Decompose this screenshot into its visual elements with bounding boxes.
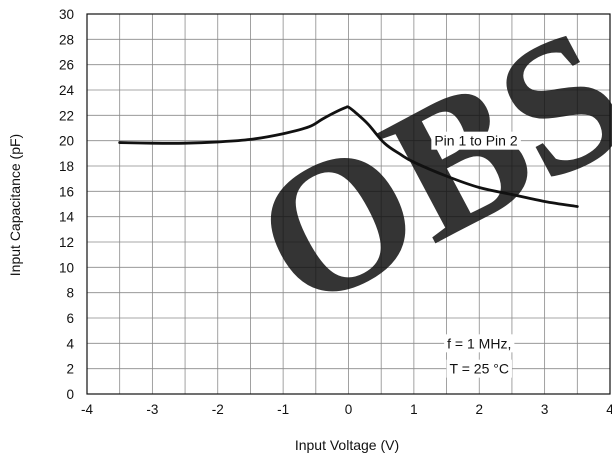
annotation-text: Pin 1 to Pin 2 (434, 133, 517, 149)
y-tick-label: 30 (59, 7, 74, 22)
y-tick-label: 10 (59, 260, 74, 275)
y-tick-label: 12 (59, 235, 74, 250)
y-tick-label: 8 (66, 286, 74, 301)
y-tick-label: 16 (59, 184, 74, 199)
y-tick-label: 28 (59, 32, 74, 47)
x-tick-label: -4 (81, 402, 93, 417)
y-tick-label: 6 (66, 311, 74, 326)
annotations: Pin 1 to Pin 2 f = 1 MHz, T = 25 °C (431, 131, 521, 378)
y-tick-label: 2 (66, 362, 74, 377)
y-axis-label: Input Capacitance (pF) (7, 134, 23, 276)
series-layer (118, 105, 579, 208)
annotation-background (446, 359, 512, 378)
y-tick-label: 14 (59, 210, 75, 225)
x-tick-label: -3 (146, 402, 158, 417)
y-tick-label: 20 (59, 134, 74, 149)
x-tick-label: -1 (277, 402, 289, 417)
y-tick-label: 18 (59, 159, 74, 174)
x-tick-label: 3 (541, 402, 549, 417)
annotation-background (444, 334, 515, 353)
y-tick-label: 22 (59, 108, 74, 123)
annotation-text: f = 1 MHz, (447, 335, 511, 351)
watermark-text: OBS (223, 0, 612, 351)
y-tick-label: 26 (59, 58, 74, 73)
x-tick-label: 1 (410, 402, 418, 417)
x-tick-labels: -4 -3 -2 -1 0 1 2 3 4 (81, 402, 612, 417)
y-tick-label: 4 (66, 336, 74, 351)
y-tick-label: 0 (66, 387, 74, 402)
annotation-background (431, 131, 521, 150)
plot-frame (86, 13, 611, 395)
annotation-text: T = 25 °C (450, 361, 509, 377)
x-axis-label: Input Voltage (V) (295, 437, 399, 453)
y-tick-label: 24 (59, 83, 75, 98)
x-tick-label: 2 (475, 402, 483, 417)
x-tick-label: 0 (345, 402, 353, 417)
x-tick-label: -2 (212, 402, 224, 417)
series-line (118, 105, 579, 208)
watermark: OBS (223, 0, 612, 351)
x-tick-label: 4 (606, 402, 612, 417)
